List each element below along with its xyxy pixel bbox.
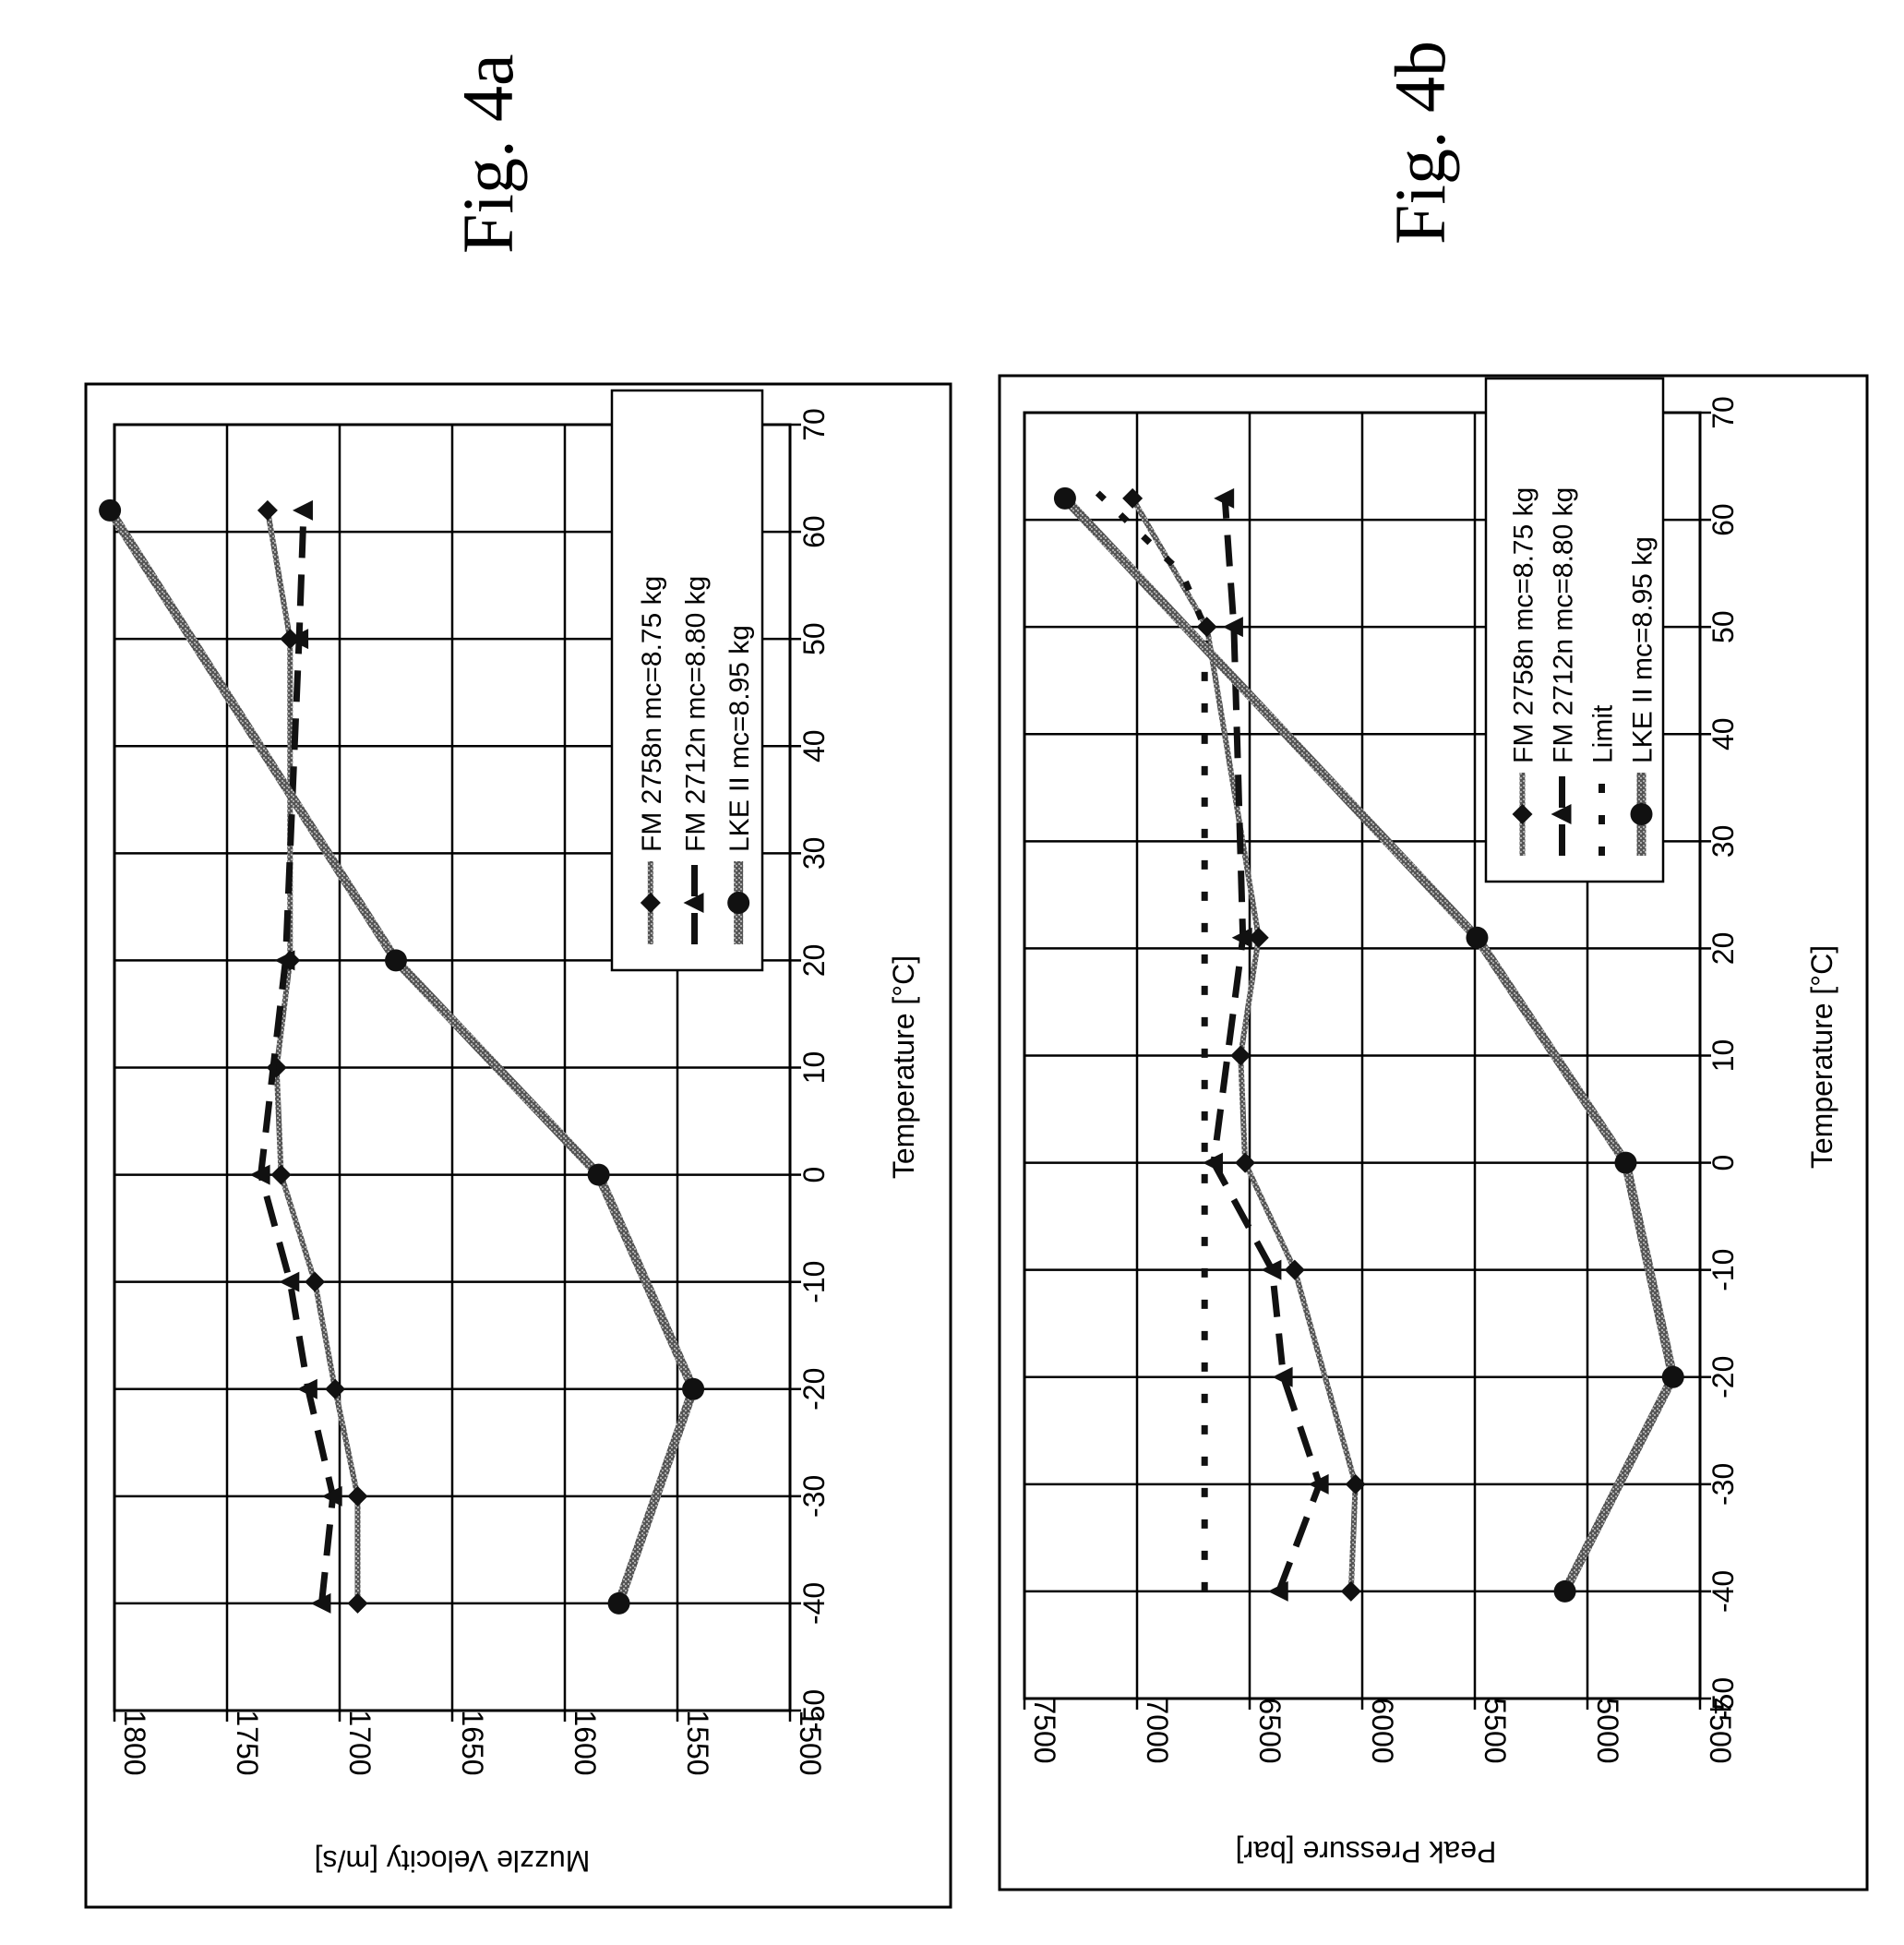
fig4b-x-tick-label: 70 (1706, 396, 1740, 429)
fig4a-x-axis-title: Temperature [°C] (887, 955, 920, 1179)
fig4b-series-fm-0-point (1285, 1260, 1305, 1280)
fig4a-legend-marker-2 (727, 892, 749, 914)
fig4b-series-fm-0-point (1230, 1046, 1251, 1066)
fig4a-series-fm-0-point (348, 1593, 368, 1614)
fig4b-series-fm-1-point (1268, 1581, 1288, 1602)
fig4b-label: Fig. 4b (1380, 41, 1460, 245)
fig4a-legend-label-2: LKE II mc=8.95 kg (724, 625, 755, 852)
fig4a-y-tick-label: 1750 (231, 1710, 264, 1775)
fig4b-series-fm-1-line (1214, 498, 1320, 1591)
fig4a-series-lke-2-point (588, 1164, 610, 1186)
chart-fig4a: -50-40-30-20-10010203040506070 150015501… (86, 384, 951, 1907)
fig4a-series-lke-2-point (99, 499, 121, 522)
fig4a-x-tick-label: 40 (797, 729, 831, 762)
fig4b-legend: FM 2758n mc=8.75 kg FM 2712n mc=8.80 kg Li… (1486, 378, 1663, 882)
fig4b-x-tick-label: -30 (1706, 1463, 1740, 1506)
fig4a-y-tick-label: 1800 (118, 1710, 151, 1775)
fig4b-y-tick-label: 5500 (1479, 1698, 1512, 1763)
fig4b-series-lke-3-point (1054, 487, 1076, 510)
fig4b-series-fm-0-point (1235, 1153, 1255, 1173)
fig4a-series-fm-1-point (293, 500, 313, 521)
fig4a-series-fm-0-point (325, 1379, 345, 1399)
fig4a-x-tick-label: -20 (797, 1368, 831, 1411)
fig4a-series-fm-1-point (279, 1272, 299, 1292)
fig4a-x-tick-label: 0 (797, 1167, 831, 1183)
fig4a-y-axis-title: Muzzle Velocity [m/s] (315, 1844, 591, 1878)
fig4b-y-tick-label: 6000 (1366, 1698, 1399, 1763)
fig4b-series-fm-0-line (1132, 498, 1356, 1591)
fig4b-x-tick-label: 50 (1706, 610, 1740, 643)
fig4a-x-tick-label: 60 (797, 515, 831, 548)
fig4a-series-fm-0-point (271, 1165, 292, 1185)
fig4a-y-tick-label: 1600 (569, 1710, 602, 1775)
fig4a-label: Fig. 4a (448, 54, 528, 254)
fig4b-series-fm-1-point (1203, 1153, 1223, 1173)
fig4b-x-tick-label: 20 (1706, 932, 1740, 966)
figure-canvas: Fig. 4a Fig. 4b -50-40-30-20-10010203040… (0, 0, 1904, 1945)
fig4b-y-tick-label: 7500 (1028, 1698, 1061, 1763)
fig4a-x-tick-label: -30 (797, 1475, 831, 1518)
fig4a-series-fm-0-line (268, 510, 358, 1603)
fig4a-y-tick-label: 1500 (794, 1710, 827, 1775)
fig4b-legend-label-2: Limit (1588, 704, 1619, 763)
fig4b-x-tick-label: 60 (1706, 503, 1740, 536)
fig4b-y-tick-label: 6500 (1253, 1698, 1287, 1763)
fig4b-series-limit-2-line (1092, 487, 1204, 1591)
fig4b-series-lke-3-point (1554, 1580, 1576, 1603)
fig4a-x-tick-label: 20 (797, 944, 831, 978)
fig4b-y-tick-label: 5000 (1591, 1698, 1624, 1763)
fig4a-y-tick-label: 1650 (456, 1710, 489, 1775)
fig4b-x-tick-label: -20 (1706, 1356, 1740, 1399)
fig4a-legend: FM 2758n mc=8.75 kg FM 2712n mc=8.80 kg LK… (612, 390, 762, 970)
fig4a-series-lke-2-line (110, 510, 693, 1603)
fig4a-outer-frame (86, 384, 951, 1907)
fig4a-x-tick-label: -10 (797, 1261, 831, 1303)
fig4b-series-lke-3-point (1662, 1366, 1684, 1388)
fig4a-series-lke-2-point (385, 949, 407, 971)
fig4b-x-tick-label: 30 (1706, 825, 1740, 858)
fig4b-y-tick-label: 4500 (1704, 1698, 1737, 1763)
fig4b-legend-label-1: FM 2712n mc=8.80 kg (1549, 487, 1579, 763)
fig4a-series-fm-0-point (305, 1272, 325, 1292)
fig4a-x-tick-label: -40 (797, 1582, 831, 1625)
fig4b-series-lke-3-point (1466, 927, 1488, 949)
fig4b-legend-marker-3 (1631, 803, 1653, 825)
fig4b-x-tick-label: 40 (1706, 717, 1740, 750)
fig4b-series-lke-3-point (1614, 1152, 1636, 1174)
fig4b-y-tick-label: 7000 (1141, 1698, 1174, 1763)
fig4a-series-fm-0-point (257, 500, 278, 521)
fig4a-x-tick-label: 30 (797, 837, 831, 870)
fig4b-x-tick-label: -40 (1706, 1570, 1740, 1613)
fig4a-series-lke-2-point (608, 1592, 630, 1615)
fig4a-series-fm-1-line (261, 510, 333, 1603)
fig4b-x-tick-label: 10 (1706, 1039, 1740, 1073)
fig4b-series-fm-0-point (1341, 1581, 1361, 1602)
fig4b-legend-label-0: FM 2758n mc=8.75 kg (1509, 487, 1539, 763)
fig4a-x-tick-label: 70 (797, 408, 831, 441)
fig4a-y-tick-label: 1700 (343, 1710, 377, 1775)
fig4b-x-tick-label: 0 (1706, 1155, 1740, 1171)
fig4b-y-axis-title: Peak Pressure [bar] (1236, 1835, 1497, 1868)
fig4a-x-tick-label: 50 (797, 622, 831, 655)
fig4a-y-tick-label: 1550 (681, 1710, 714, 1775)
fig4a-legend-label-1: FM 2712n mc=8.80 kg (681, 576, 712, 852)
fig4a-x-tick-label: 10 (797, 1051, 831, 1085)
fig4b-legend-label-3: LKE II mc=8.95 kg (1628, 536, 1659, 763)
fig4a-legend-label-0: FM 2758n mc=8.75 kg (637, 576, 667, 852)
fig4b-x-tick-label: -10 (1706, 1249, 1740, 1291)
chart-fig4b: -50-40-30-20-10010203040506070 450050005… (1000, 376, 1867, 1890)
fig4a-series-fm-0-point (348, 1486, 368, 1507)
fig4b-x-axis-title: Temperature [°C] (1805, 945, 1838, 1169)
fig4a-series-lke-2-point (682, 1378, 704, 1400)
fig4b-outer-frame (1000, 376, 1867, 1890)
